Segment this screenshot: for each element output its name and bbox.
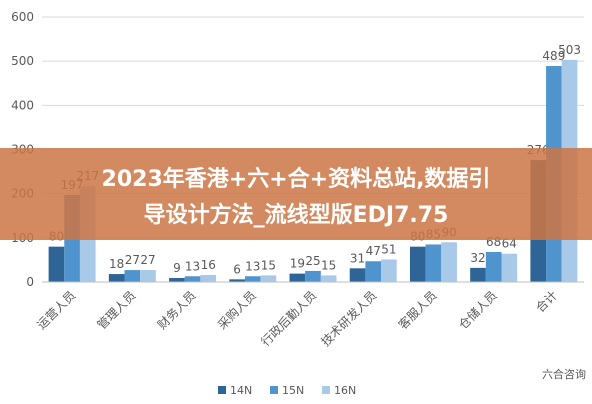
value-label: 32 bbox=[470, 251, 485, 265]
x-tick-label: 客服人员 bbox=[395, 288, 440, 333]
legend-label: 15N bbox=[282, 384, 304, 397]
value-label: 64 bbox=[502, 237, 517, 251]
bar bbox=[409, 246, 426, 282]
value-label: 6 bbox=[233, 262, 241, 276]
bar bbox=[349, 268, 366, 282]
value-label: 489 bbox=[542, 49, 565, 63]
legend-swatch bbox=[322, 386, 330, 394]
value-label: 47 bbox=[366, 244, 381, 258]
bar bbox=[108, 274, 125, 282]
legend-label: 14N bbox=[230, 384, 252, 397]
value-label: 19 bbox=[290, 257, 305, 271]
bar bbox=[289, 273, 306, 282]
value-label: 27 bbox=[140, 253, 155, 267]
bar bbox=[501, 253, 518, 282]
bar bbox=[200, 274, 217, 282]
bar bbox=[381, 259, 397, 282]
bar bbox=[320, 275, 337, 282]
value-label: 15 bbox=[261, 258, 276, 272]
x-tick-label: 合计 bbox=[532, 288, 560, 316]
watermark: 六合咨询 bbox=[542, 367, 586, 381]
x-tick-label: 仓储人员 bbox=[455, 288, 500, 333]
x-tick-label: 行政后勤人员 bbox=[258, 288, 319, 349]
y-tick-label: 0 bbox=[26, 275, 34, 289]
y-tick-label: 500 bbox=[11, 54, 34, 68]
value-label: 27 bbox=[125, 253, 140, 267]
bar bbox=[229, 279, 245, 282]
bar bbox=[48, 246, 65, 282]
x-tick-label: 运营人员 bbox=[34, 288, 78, 332]
y-tick-label: 600 bbox=[11, 10, 34, 24]
legend-swatch bbox=[218, 386, 226, 394]
bar bbox=[184, 276, 201, 282]
legend-label: 16N bbox=[334, 384, 356, 397]
bar bbox=[365, 261, 382, 282]
value-label: 16 bbox=[201, 258, 216, 272]
value-label: 15 bbox=[321, 258, 336, 272]
bar bbox=[260, 275, 277, 282]
y-tick-label: 400 bbox=[11, 98, 34, 112]
x-tick-label: 管理人员 bbox=[94, 288, 139, 333]
value-label: 51 bbox=[381, 242, 396, 256]
banner-line: 2023年香港+六+合+资料总站,数据引 bbox=[102, 166, 491, 192]
value-label: 13 bbox=[245, 259, 260, 273]
bar bbox=[441, 242, 457, 282]
value-label: 503 bbox=[558, 43, 581, 57]
bar bbox=[305, 270, 321, 282]
bar bbox=[124, 270, 141, 282]
value-label: 31 bbox=[350, 251, 365, 265]
bar bbox=[485, 251, 502, 282]
x-tick-label: 技术研发人员 bbox=[318, 288, 380, 350]
x-tick-label: 采购人员 bbox=[214, 288, 259, 333]
value-label: 25 bbox=[305, 254, 320, 268]
bar bbox=[140, 270, 156, 282]
bar bbox=[244, 276, 261, 282]
legend-swatch bbox=[270, 386, 278, 394]
bar bbox=[425, 244, 442, 282]
value-label: 18 bbox=[109, 257, 124, 271]
value-label: 9 bbox=[173, 261, 181, 275]
value-label: 13 bbox=[185, 259, 200, 273]
bar bbox=[470, 267, 486, 282]
bar bbox=[169, 278, 185, 282]
x-tick-label: 财务人员 bbox=[154, 288, 199, 333]
banner-line: 导设计方法_流线型版EDJ7.75 bbox=[144, 202, 449, 228]
banner-bg bbox=[0, 148, 592, 240]
